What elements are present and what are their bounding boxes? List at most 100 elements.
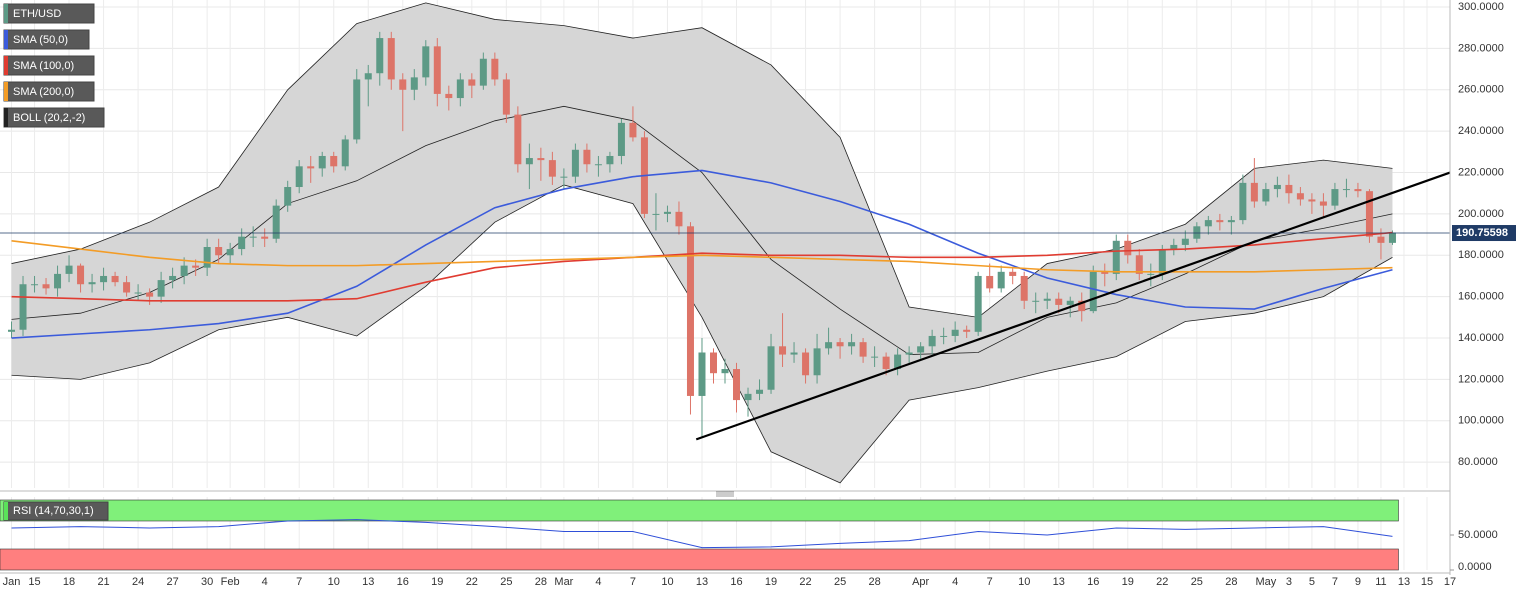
candle-body (825, 342, 833, 349)
legend-label: SMA (50,0) (13, 34, 68, 46)
legend-label: SMA (100,0) (13, 60, 74, 72)
candle-body (192, 265, 200, 268)
candle-body (8, 329, 16, 332)
candle-body (410, 77, 418, 90)
candle-body (1377, 236, 1385, 243)
candle-body (468, 79, 476, 86)
legend-label: RSI (14,70,30,1) (13, 505, 94, 517)
x-tick-label: 13 (696, 576, 708, 588)
legend-swatch (4, 56, 8, 75)
candle-body (100, 275, 108, 283)
x-tick-label: 9 (1355, 576, 1361, 588)
legend-swatch (4, 502, 8, 520)
last-price-box (1452, 225, 1516, 242)
x-tick-label: 18 (63, 576, 75, 588)
candle-body (157, 280, 165, 297)
last-price-label: 190.75598 (1456, 227, 1508, 239)
candle-body (146, 292, 154, 297)
candle-body (917, 346, 925, 353)
y-tick-label: 200.0000 (1458, 208, 1504, 220)
y-tick-label: 160.0000 (1458, 291, 1504, 303)
candle-body (422, 46, 430, 78)
candle-body (1388, 232, 1396, 243)
candle-body (1112, 240, 1120, 274)
rsi-overbought (0, 499, 1399, 522)
x-tick-label: 15 (1421, 576, 1433, 588)
candle-body (1101, 271, 1109, 274)
candle-body (249, 236, 257, 238)
candle-body (169, 275, 177, 281)
x-tick-label: 7 (1332, 576, 1338, 588)
candle-body (986, 275, 994, 289)
x-tick-label: 13 (1398, 576, 1410, 588)
candle-body (1319, 201, 1327, 206)
boll-upper (11, 2, 1393, 318)
candle-body (629, 122, 637, 138)
x-tick-label: 4 (262, 576, 268, 588)
candle-body (974, 275, 982, 332)
candle-body (387, 38, 395, 80)
y-tick-label: 260.0000 (1458, 84, 1504, 96)
candle-body (1043, 298, 1051, 301)
candle-body (353, 79, 361, 140)
x-tick-label: 19 (1122, 576, 1134, 588)
candle-body (617, 122, 625, 156)
rsi-line (11, 519, 1393, 549)
candle-body (663, 211, 671, 214)
candle-body (1342, 189, 1350, 191)
legend-swatch (4, 4, 8, 23)
candle-body (111, 275, 119, 283)
legend-label: BOLL (20,2,-2) (13, 112, 85, 124)
candle-body (963, 329, 971, 332)
rsi-tick-label: 50.0000 (1458, 529, 1498, 541)
candle-body (675, 211, 683, 227)
x-tick-label: 22 (466, 576, 478, 588)
candle-body (606, 155, 614, 165)
candle-body (238, 236, 246, 250)
candle-body (1055, 298, 1063, 305)
x-tick-label: Jan (3, 576, 21, 588)
candle-body (54, 273, 62, 289)
candle-body (31, 284, 39, 286)
y-tick-label: 280.0000 (1458, 42, 1504, 54)
candle-body (548, 160, 556, 177)
x-tick-label: 25 (1191, 576, 1203, 588)
y-tick-label: 220.0000 (1458, 166, 1504, 178)
candle-body (940, 335, 948, 337)
candle-body (1285, 184, 1293, 194)
x-tick-label: 11 (1375, 576, 1386, 588)
x-tick-label: 3 (1286, 576, 1292, 588)
y-tick-label: 80.0000 (1458, 456, 1498, 468)
candle-body (1009, 271, 1017, 276)
trendline (695, 171, 1451, 441)
candle-body (537, 158, 545, 161)
candle-body (502, 79, 510, 115)
legend-swatch (4, 108, 8, 127)
candle-body (733, 369, 741, 401)
sma-line (11, 231, 1393, 302)
candle-body (272, 205, 280, 239)
y-tick-label: 100.0000 (1458, 415, 1504, 427)
candle-body (525, 158, 533, 165)
x-tick-label: 19 (431, 576, 443, 588)
candle-body (905, 352, 913, 355)
x-tick-label: 16 (730, 576, 742, 588)
x-tick-label: 28 (868, 576, 880, 588)
candle-body (1262, 189, 1270, 202)
sma-line (11, 169, 1393, 339)
x-tick-label: 15 (28, 576, 40, 588)
candle-body (744, 393, 752, 401)
x-tick-label: 22 (1156, 576, 1168, 588)
candle-body (894, 354, 902, 370)
x-tick-label: 22 (799, 576, 811, 588)
y-tick-label: 300.0000 (1458, 1, 1504, 13)
x-tick-label: 7 (987, 576, 993, 588)
x-tick-label: 4 (595, 576, 601, 588)
legend-swatch (4, 82, 8, 101)
candle-body (1032, 300, 1040, 302)
x-tick-label: Mar (554, 576, 573, 588)
legend-label: SMA (200,0) (13, 86, 74, 98)
candle-body (1239, 182, 1247, 221)
candle-body (790, 352, 798, 355)
